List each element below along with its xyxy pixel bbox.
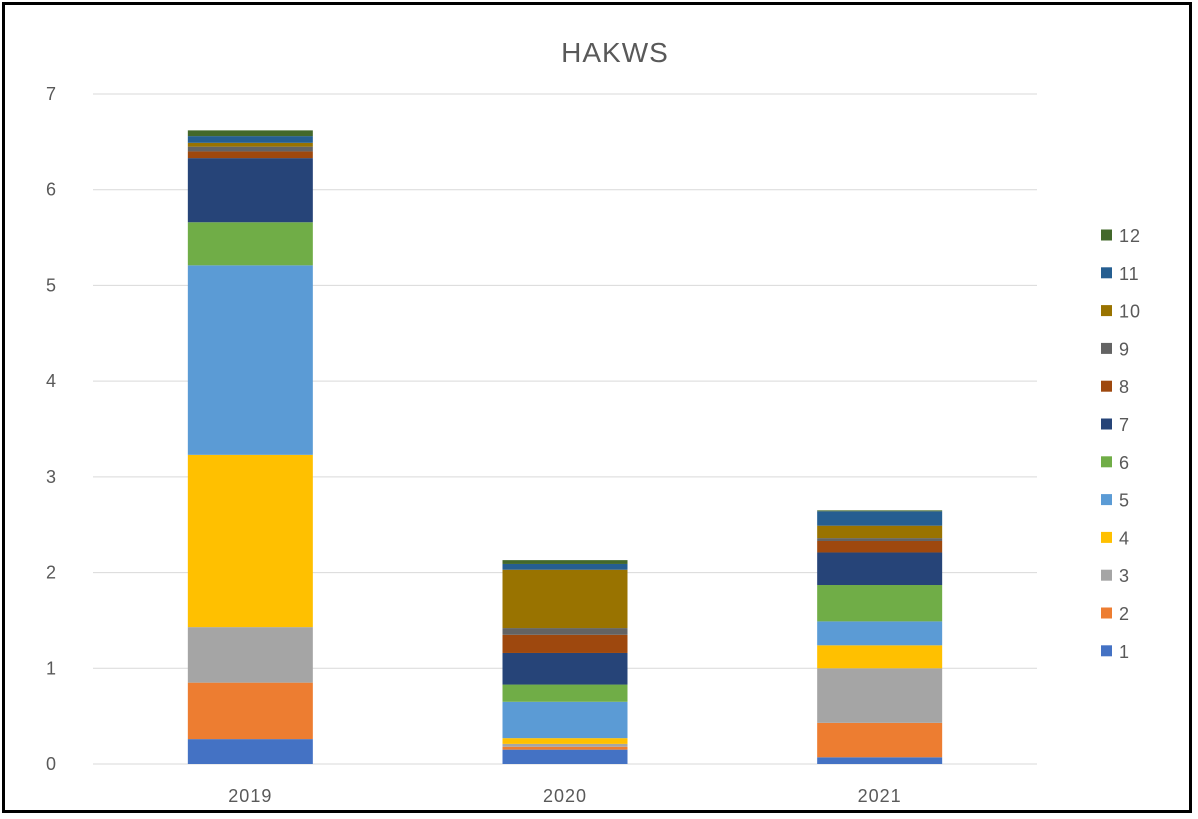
y-tick-label: 6 xyxy=(46,180,57,200)
legend-swatch xyxy=(1101,229,1112,241)
bar-2019-series-9 xyxy=(187,146,313,152)
y-tick-label: 4 xyxy=(46,371,57,391)
chart-title: HAKWS xyxy=(561,37,669,68)
legend-item-11: 11 xyxy=(1101,264,1140,284)
bar-2019-series-7 xyxy=(187,158,313,223)
bar-2019-series-1 xyxy=(187,739,313,764)
bar-2020-series-5 xyxy=(502,701,628,739)
bar-2021-series-5 xyxy=(817,621,943,646)
bar-2021-series-3 xyxy=(817,668,943,723)
bar-2019-series-10 xyxy=(187,142,313,147)
legend-item-1: 1 xyxy=(1101,642,1130,662)
bar-2019-series-2 xyxy=(187,682,313,740)
bar-2019-series-4 xyxy=(187,454,313,628)
legend-swatch xyxy=(1101,531,1112,543)
legend-swatch xyxy=(1101,305,1112,317)
legend-item-7: 7 xyxy=(1101,415,1130,435)
legend-item-6: 6 xyxy=(1101,453,1130,473)
bar-2021-series-2 xyxy=(817,722,943,758)
legend-item-2: 2 xyxy=(1101,604,1130,624)
y-tick-label: 3 xyxy=(46,467,57,487)
bar-2021-series-6 xyxy=(817,585,943,622)
y-tick-label: 2 xyxy=(46,563,57,583)
bar-2021-series-11 xyxy=(817,511,943,526)
bar-2021-series-8 xyxy=(817,540,943,553)
bar-2021-series-4 xyxy=(817,645,943,669)
x-tick-label: 2019 xyxy=(228,786,272,806)
x-axis-ticks: 2019 2020 2021 xyxy=(228,786,902,806)
legend-label: 7 xyxy=(1119,415,1130,435)
bar-2019-series-11 xyxy=(187,136,313,143)
bar-2020-series-11 xyxy=(502,563,628,570)
legend-item-12: 12 xyxy=(1101,226,1141,246)
bar-2020-series-10 xyxy=(502,569,628,629)
bar-2020-series-7 xyxy=(502,652,628,685)
legend-swatch xyxy=(1101,342,1112,354)
y-tick-label: 0 xyxy=(46,754,57,774)
legend-label: 4 xyxy=(1119,528,1130,548)
y-tick-label: 7 xyxy=(46,84,57,104)
legend-label: 3 xyxy=(1119,566,1130,586)
legend-swatch xyxy=(1101,267,1112,279)
legend: 12 11 10 9 8 7 6 5 4 3 2 1 xyxy=(1101,226,1141,662)
legend-label: 2 xyxy=(1119,604,1130,624)
legend-item-5: 5 xyxy=(1101,491,1130,511)
y-tick-label: 5 xyxy=(46,275,57,295)
legend-item-10: 10 xyxy=(1101,302,1141,322)
bar-2021-series-10 xyxy=(817,525,943,539)
legend-label: 11 xyxy=(1119,264,1140,284)
legend-swatch xyxy=(1101,456,1112,468)
y-tick-label: 1 xyxy=(46,658,57,678)
legend-swatch xyxy=(1101,645,1112,657)
bar-2019-series-3 xyxy=(187,627,313,683)
legend-item-9: 9 xyxy=(1101,339,1130,359)
legend-label: 1 xyxy=(1119,642,1130,662)
bars xyxy=(187,130,943,764)
legend-item-8: 8 xyxy=(1101,377,1130,397)
bar-2021-series-9 xyxy=(817,538,943,541)
legend-label: 5 xyxy=(1119,491,1130,511)
bar-2020-series-4 xyxy=(502,738,628,744)
legend-label: 9 xyxy=(1119,339,1130,359)
x-tick-label: 2020 xyxy=(543,786,587,806)
bar-2021-series-7 xyxy=(817,552,943,586)
legend-label: 10 xyxy=(1119,302,1141,322)
legend-swatch xyxy=(1101,494,1112,506)
legend-label: 6 xyxy=(1119,453,1130,473)
bar-2020-series-9 xyxy=(502,628,628,635)
y-axis-ticks: 0 1 2 3 4 5 6 7 xyxy=(46,84,57,774)
bar-2019-series-6 xyxy=(187,222,313,266)
bar-2019-series-8 xyxy=(187,151,313,159)
bar-2020-series-3 xyxy=(502,743,628,747)
legend-swatch xyxy=(1101,380,1112,392)
bar-2019-series-12 xyxy=(187,130,313,137)
bar-2020-series-6 xyxy=(502,684,628,702)
legend-swatch xyxy=(1101,569,1112,581)
legend-swatch xyxy=(1101,418,1112,430)
legend-label: 8 xyxy=(1119,377,1130,397)
bar-2019-series-5 xyxy=(187,265,313,455)
x-tick-label: 2021 xyxy=(858,786,902,806)
bar-2021-series-1 xyxy=(817,757,943,764)
bar-2020-series-8 xyxy=(502,634,628,653)
bar-2021-series-12 xyxy=(817,510,943,512)
legend-item-3: 3 xyxy=(1101,566,1130,586)
bar-2020-series-2 xyxy=(502,746,628,750)
legend-item-4: 4 xyxy=(1101,528,1130,548)
bar-2020-series-1 xyxy=(502,749,628,764)
legend-label: 12 xyxy=(1119,226,1141,246)
bar-2020-series-12 xyxy=(502,560,628,564)
legend-swatch xyxy=(1101,607,1112,619)
